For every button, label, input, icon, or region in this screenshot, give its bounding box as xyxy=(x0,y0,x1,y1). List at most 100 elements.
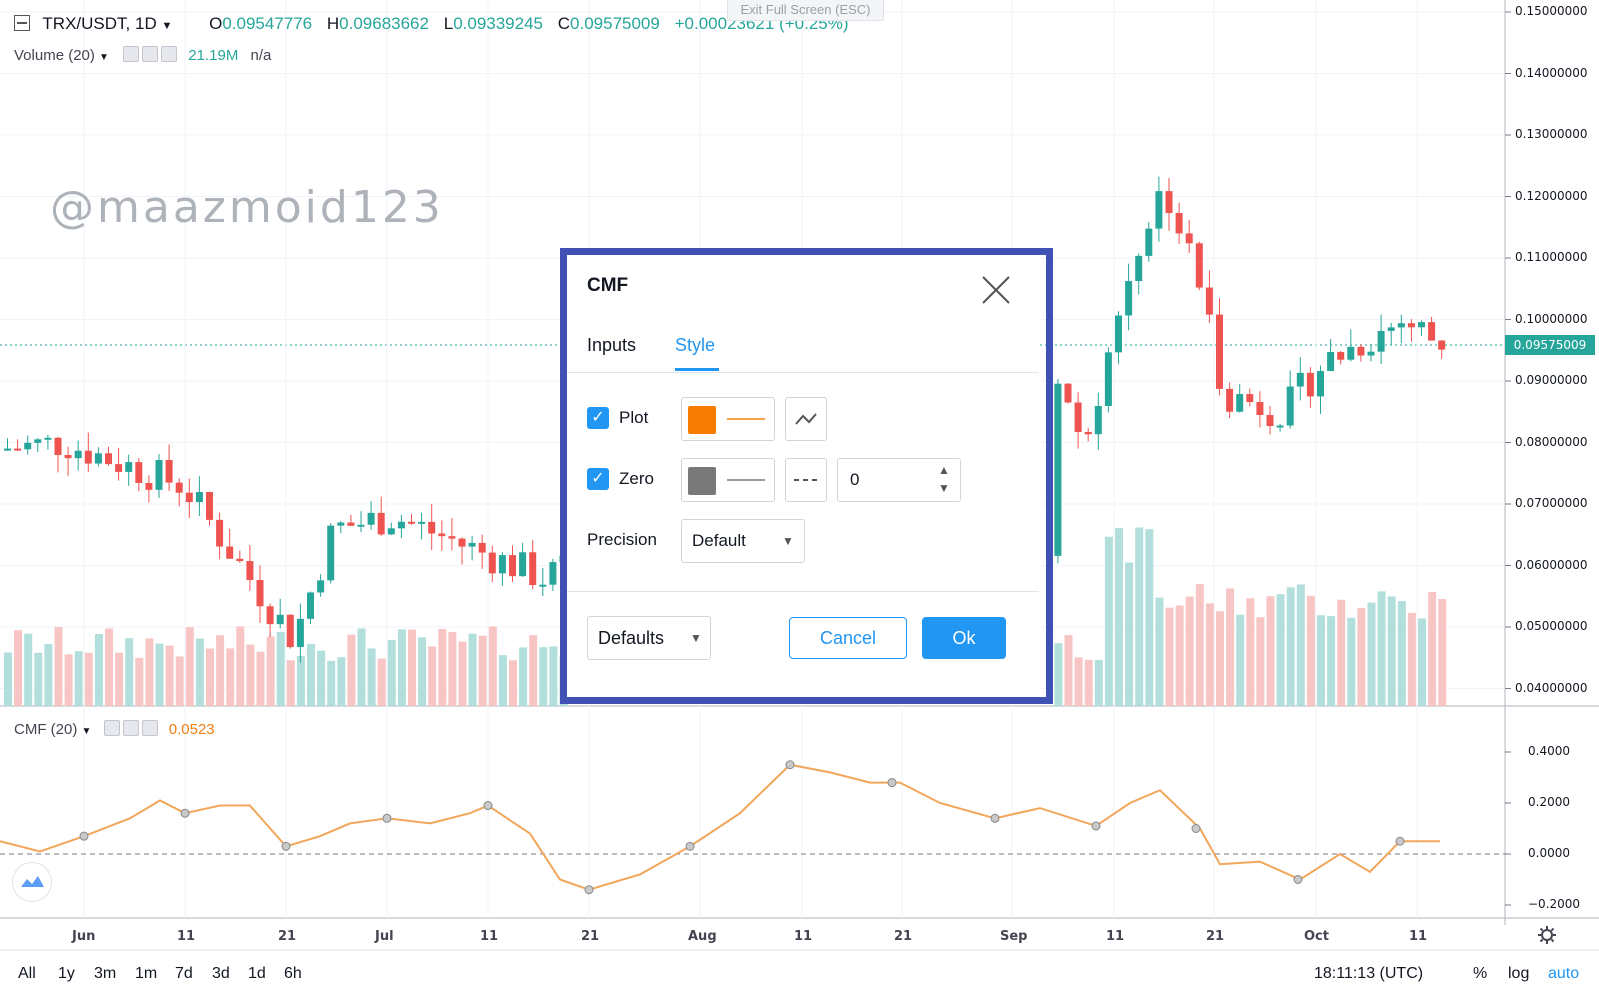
volume-legend[interactable]: Volume (20) ▼ 21.19M n/a xyxy=(14,46,271,64)
candle-body xyxy=(206,492,213,520)
candle-body xyxy=(1418,322,1425,328)
eye-icon[interactable] xyxy=(123,46,140,62)
dashed-line-icon xyxy=(794,479,818,481)
range-button[interactable]: 1m xyxy=(135,965,158,982)
volume-bar xyxy=(397,629,406,706)
volume-bar xyxy=(195,638,204,706)
eye-icon[interactable] xyxy=(103,720,120,736)
settings-icon[interactable] xyxy=(122,720,139,736)
precision-select[interactable]: Default ▼ xyxy=(681,519,805,563)
settings-icon[interactable] xyxy=(142,46,159,62)
cmf-marker xyxy=(180,808,190,818)
tradingview-logo-icon[interactable] xyxy=(12,862,52,902)
close-icon[interactable] xyxy=(141,720,158,736)
range-button[interactable]: 1y xyxy=(58,965,75,982)
zero-line-style-button[interactable] xyxy=(785,458,827,502)
close-icon[interactable] xyxy=(161,46,178,62)
time-tick-label: Sep xyxy=(1000,929,1028,944)
ok-button[interactable]: Ok xyxy=(922,617,1006,659)
candle-body xyxy=(1094,405,1102,435)
clock[interactable]: 18:11:13 (UTC) xyxy=(1314,965,1424,982)
symbol-legend[interactable]: TRX/USDT, 1D ▼ O0.09547776 H0.09683662 L… xyxy=(14,14,849,34)
zero-value-stepper[interactable]: 0 ▲ ▼ xyxy=(837,458,961,502)
zero-label: Zero xyxy=(619,469,654,488)
chevron-down-icon[interactable]: ▼ xyxy=(81,726,92,737)
volume-bar xyxy=(115,652,124,706)
candle-body xyxy=(357,524,365,527)
close-label: C xyxy=(557,14,571,33)
volume-bar xyxy=(458,641,467,706)
candle-body xyxy=(1084,431,1092,435)
range-button[interactable]: All xyxy=(18,965,36,982)
volume-bar xyxy=(14,630,23,706)
cmf-legend[interactable]: CMF (20) ▼ 0.0523 xyxy=(14,720,215,738)
volume-bar xyxy=(1195,584,1204,706)
volume-bar xyxy=(296,655,305,706)
plot-checkbox[interactable]: ✓ xyxy=(587,407,609,429)
candle-body xyxy=(165,459,173,483)
cmf-tick-label: 0.4000 xyxy=(1528,744,1570,758)
auto-toggle[interactable]: auto xyxy=(1548,965,1580,982)
cmf-tick-label: −0.2000 xyxy=(1528,897,1581,911)
volume-bar xyxy=(54,627,63,706)
candle-body xyxy=(307,592,314,619)
volume-bar xyxy=(256,651,265,706)
volume-bar xyxy=(105,628,113,706)
candle-body xyxy=(539,584,547,587)
candle-body xyxy=(1407,323,1415,328)
candle-body xyxy=(1367,351,1375,356)
collapse-icon[interactable] xyxy=(14,15,30,31)
cancel-button[interactable]: Cancel xyxy=(789,617,907,659)
range-button[interactable]: 3m xyxy=(94,965,117,982)
chevron-up-icon[interactable]: ▲ xyxy=(938,463,950,477)
zero-color-picker[interactable] xyxy=(681,458,775,502)
exit-fullscreen-hint[interactable]: Exit Full Screen (ESC) xyxy=(727,0,884,21)
candle-body xyxy=(1377,330,1385,352)
log-toggle[interactable]: log xyxy=(1508,965,1530,982)
range-button[interactable]: 3d xyxy=(212,965,230,982)
defaults-dropdown[interactable]: Defaults ▼ xyxy=(587,616,711,660)
candle-body xyxy=(529,552,537,586)
volume-bar xyxy=(226,648,235,706)
candle-body xyxy=(397,521,405,529)
candle-body xyxy=(377,512,385,535)
chevron-down-icon[interactable]: ▼ xyxy=(161,20,173,32)
candle-body xyxy=(94,453,102,464)
volume-bar xyxy=(529,635,538,706)
cmf-label[interactable]: CMF (20) xyxy=(14,721,78,738)
candle-body xyxy=(216,519,224,547)
volume-bar xyxy=(74,651,83,706)
zero-checkbox[interactable]: ✓ xyxy=(587,468,609,490)
time-tick-label: 21 xyxy=(894,929,913,944)
tab-style[interactable]: Style xyxy=(675,335,716,355)
candle-body xyxy=(367,512,375,525)
candle-body xyxy=(195,492,203,503)
cmf-settings-dialog[interactable]: CMF Inputs Style ✓ Plot ✓ Zero 0 ▲ ▼ Pre… xyxy=(567,255,1039,698)
chevron-down-icon[interactable]: ▼ xyxy=(938,481,950,495)
volume-bar xyxy=(286,660,295,706)
volume-bar xyxy=(1407,612,1416,706)
plot-line-sample xyxy=(727,418,765,420)
tab-inputs[interactable]: Inputs xyxy=(587,335,637,355)
range-button[interactable]: 1d xyxy=(248,965,266,982)
volume-label[interactable]: Volume (20) xyxy=(14,47,95,64)
range-button[interactable]: 6h xyxy=(284,965,302,982)
close-icon[interactable] xyxy=(979,273,1013,307)
line-style-icon xyxy=(795,413,817,425)
chart-settings-gear-icon[interactable] xyxy=(1537,925,1557,950)
percent-toggle[interactable]: % xyxy=(1473,965,1488,982)
plot-style-button[interactable] xyxy=(785,397,827,441)
chevron-down-icon: ▼ xyxy=(782,534,794,548)
candle-body xyxy=(347,522,355,526)
range-button[interactable]: 7d xyxy=(175,965,193,982)
plot-color-picker[interactable] xyxy=(681,397,775,441)
divider xyxy=(567,591,1039,592)
candle-body xyxy=(1276,425,1284,428)
zero-value[interactable]: 0 xyxy=(850,470,860,489)
candle-body xyxy=(185,492,193,503)
volume-bar xyxy=(1135,527,1144,706)
highlight-frame xyxy=(560,248,1053,704)
volume-bar xyxy=(367,648,376,706)
symbol-title[interactable]: TRX/USDT, 1D xyxy=(42,14,157,33)
chevron-down-icon[interactable]: ▼ xyxy=(99,52,109,63)
